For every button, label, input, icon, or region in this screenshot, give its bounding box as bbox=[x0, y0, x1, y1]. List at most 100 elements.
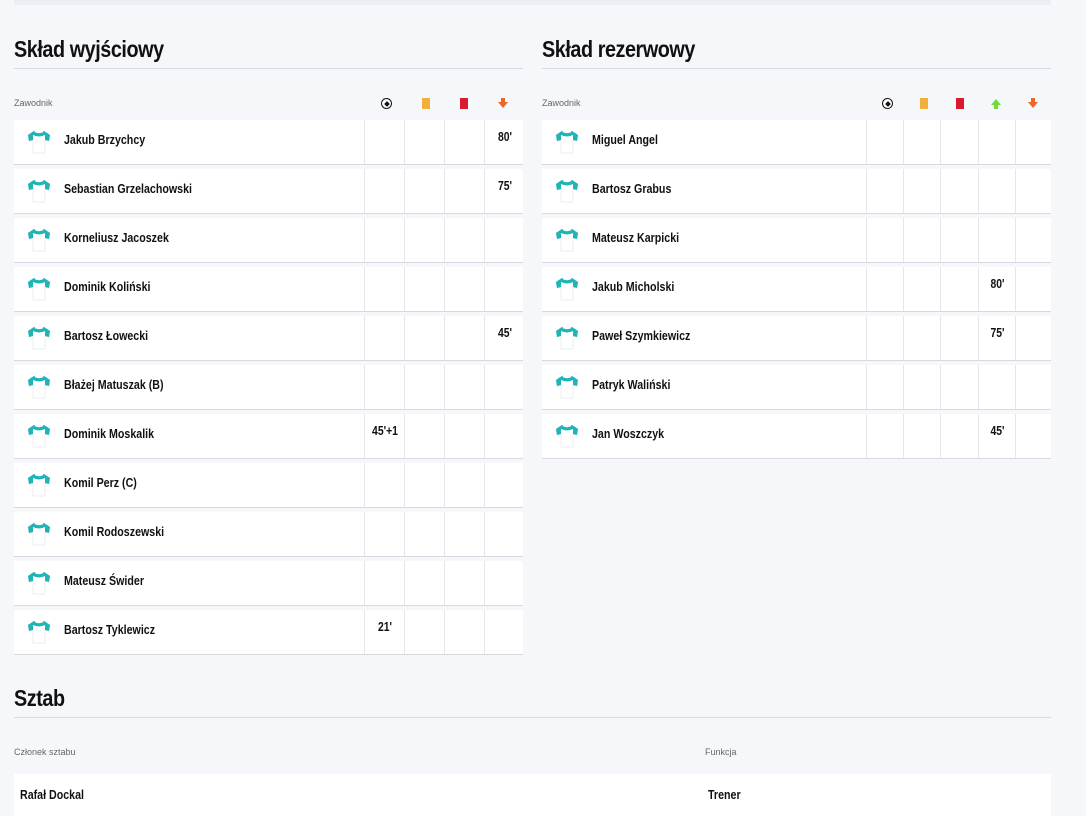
staff-member-role: Trener bbox=[708, 787, 741, 802]
off-minute: 45' bbox=[497, 325, 513, 340]
event-on-cell: 80' bbox=[978, 267, 1016, 311]
player-name[interactable]: Jan Woszczyk bbox=[592, 426, 665, 441]
table-header: Zawodnik bbox=[14, 89, 523, 119]
yellow-card-icon bbox=[420, 97, 432, 109]
player-row[interactable]: Dominik Koliński bbox=[14, 267, 523, 312]
off-minute bbox=[489, 610, 521, 644]
player-name[interactable]: Korneliusz Jacoszek bbox=[64, 230, 169, 245]
event-off-cell bbox=[1015, 316, 1053, 360]
event-off-cell bbox=[484, 414, 525, 458]
player-row[interactable]: Bartosz Grabus bbox=[542, 169, 1051, 214]
player-row[interactable]: Mateusz Świder bbox=[14, 561, 523, 606]
yellow-minute bbox=[908, 120, 938, 154]
staff-row: Rafał Dockal Trener bbox=[14, 774, 1051, 816]
player-name[interactable]: Jakub Brzychcy bbox=[64, 132, 146, 147]
off-minute bbox=[1020, 120, 1050, 154]
yellow-minute bbox=[409, 561, 441, 595]
player-row[interactable]: Bartosz Łowecki 45' bbox=[14, 316, 523, 361]
goal-minute bbox=[369, 120, 401, 154]
event-red-cell bbox=[444, 512, 485, 556]
event-goal-cell bbox=[866, 414, 904, 458]
event-yellow-cell bbox=[404, 120, 445, 164]
player-row[interactable]: Błażej Matuszak (B) bbox=[14, 365, 523, 410]
player-row[interactable]: Jan Woszczyk 45' bbox=[542, 414, 1051, 459]
goal-minute bbox=[871, 316, 901, 350]
event-red-cell bbox=[444, 463, 485, 507]
event-goal-cell bbox=[364, 512, 405, 556]
yellow-minute bbox=[409, 463, 441, 497]
yellow-minute bbox=[908, 414, 938, 448]
goal-minute bbox=[871, 218, 901, 252]
divider bbox=[14, 68, 523, 69]
yellow-minute bbox=[409, 610, 441, 644]
event-off-cell bbox=[484, 561, 525, 605]
player-name[interactable]: Komil Rodoszewski bbox=[64, 524, 165, 539]
player-row[interactable]: Bartosz Tyklewicz 21' bbox=[14, 610, 523, 655]
player-name[interactable]: Mateusz Świder bbox=[64, 573, 144, 588]
red-minute bbox=[945, 218, 975, 252]
player-row[interactable]: Komil Rodoszewski bbox=[14, 512, 523, 557]
off-minute bbox=[1020, 218, 1050, 252]
player-name[interactable]: Dominik Moskalik bbox=[64, 426, 155, 441]
event-off-cell: 75' bbox=[484, 169, 525, 213]
event-goal-cell bbox=[866, 120, 904, 164]
goal-minute bbox=[871, 414, 901, 448]
shirt-icon bbox=[26, 374, 52, 400]
event-off-cell: 45' bbox=[484, 316, 525, 360]
player-name[interactable]: Paweł Szymkiewicz bbox=[592, 328, 691, 343]
player-name[interactable]: Dominik Koliński bbox=[64, 279, 151, 294]
event-goal-cell bbox=[364, 267, 405, 311]
event-goal-cell: 21' bbox=[364, 610, 405, 654]
goal-minute bbox=[369, 218, 401, 252]
player-name[interactable]: Sebastian Grzelachowski bbox=[64, 181, 192, 196]
player-name[interactable]: Komil Perz (C) bbox=[64, 475, 137, 490]
yellow-minute bbox=[409, 267, 441, 301]
event-goal-cell: 45'+1 bbox=[364, 414, 405, 458]
player-row[interactable]: Miguel Angel bbox=[542, 120, 1051, 165]
player-row[interactable]: Jakub Brzychcy 80' bbox=[14, 120, 523, 165]
reserve-player-list: Miguel Angel Bartosz Grabus Mateusz Karpic… bbox=[542, 120, 1051, 459]
event-goal-cell bbox=[364, 316, 405, 360]
event-off-cell bbox=[484, 267, 525, 311]
yellow-minute bbox=[908, 267, 938, 301]
event-red-cell bbox=[444, 218, 485, 262]
shirt-icon bbox=[26, 570, 52, 596]
yellow-minute bbox=[409, 365, 441, 399]
player-row[interactable]: Patryk Waliński bbox=[542, 365, 1051, 410]
player-row[interactable]: Sebastian Grzelachowski 75' bbox=[14, 169, 523, 214]
sub-off-icon bbox=[1027, 97, 1039, 109]
red-minute bbox=[449, 218, 481, 252]
player-row[interactable]: Komil Perz (C) bbox=[14, 463, 523, 508]
off-minute: 80' bbox=[497, 129, 513, 144]
player-name[interactable]: Miguel Angel bbox=[592, 132, 658, 147]
red-minute bbox=[449, 561, 481, 595]
player-name[interactable]: Błażej Matuszak (B) bbox=[64, 377, 164, 392]
player-row[interactable]: Korneliusz Jacoszek bbox=[14, 218, 523, 263]
event-yellow-cell bbox=[404, 316, 445, 360]
yellow-minute bbox=[908, 218, 938, 252]
event-yellow-cell bbox=[404, 512, 445, 556]
event-yellow-cell bbox=[903, 414, 941, 458]
event-yellow-cell bbox=[903, 316, 941, 360]
player-name[interactable]: Bartosz Łowecki bbox=[64, 328, 149, 343]
yellow-minute bbox=[409, 218, 441, 252]
event-yellow-cell bbox=[903, 267, 941, 311]
starting-lineup-section: Skład wyjściowy Zawodnik Jakub Brzychcy 8… bbox=[14, 34, 523, 659]
event-goal-cell bbox=[866, 267, 904, 311]
player-row[interactable]: Jakub Micholski 80' bbox=[542, 267, 1051, 312]
off-minute bbox=[1020, 316, 1050, 350]
player-row[interactable]: Dominik Moskalik 45'+1 bbox=[14, 414, 523, 459]
yellow-minute bbox=[409, 316, 441, 350]
player-row[interactable]: Mateusz Karpicki bbox=[542, 218, 1051, 263]
player-name[interactable]: Jakub Micholski bbox=[592, 279, 675, 294]
player-row[interactable]: Paweł Szymkiewicz 75' bbox=[542, 316, 1051, 361]
player-name[interactable]: Patryk Waliński bbox=[592, 377, 671, 392]
starting-lineup-title: Skład wyjściowy bbox=[14, 36, 164, 62]
player-name[interactable]: Bartosz Tyklewicz bbox=[64, 622, 156, 637]
player-name[interactable]: Mateusz Karpicki bbox=[592, 230, 680, 245]
shirt-icon bbox=[26, 472, 52, 498]
red-minute bbox=[449, 610, 481, 644]
event-off-cell bbox=[1015, 218, 1053, 262]
player-name[interactable]: Bartosz Grabus bbox=[592, 181, 672, 196]
event-red-cell bbox=[444, 169, 485, 213]
